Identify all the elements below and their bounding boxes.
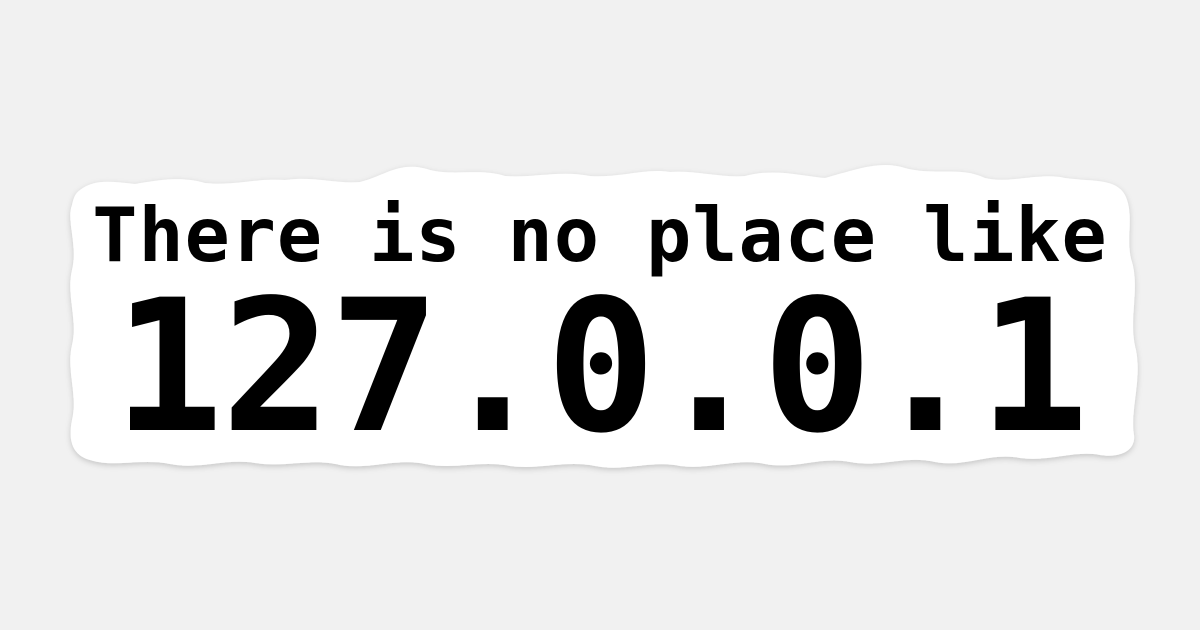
sticker-line-2: 127.0.0.1 (113, 261, 1089, 474)
sticker-line-1: There is no place like (92, 191, 1108, 279)
